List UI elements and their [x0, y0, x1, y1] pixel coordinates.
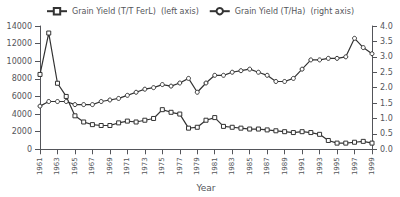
svg-text:1981: 1981: [211, 157, 219, 175]
svg-text:1961: 1961: [36, 157, 44, 175]
svg-text:1979: 1979: [193, 157, 201, 175]
svg-text:4000: 4000: [12, 110, 32, 119]
svg-text:1977: 1977: [176, 157, 184, 175]
svg-text:0: 0: [27, 145, 32, 154]
svg-text:Grain Yield (T/T FerL) (left: Grain Yield (T/T FerL) (left axis): [72, 7, 199, 16]
svg-text:1963: 1963: [53, 157, 61, 175]
svg-text:2.5: 2.5: [380, 68, 393, 77]
svg-text:Grain Yield (T/Ha) (right axi: Grain Yield (T/Ha) (right axis): [235, 7, 354, 16]
svg-text:0.0: 0.0: [380, 145, 393, 154]
svg-text:1967: 1967: [88, 157, 96, 175]
svg-text:Year: Year: [195, 183, 215, 193]
svg-text:10000: 10000: [7, 57, 32, 66]
svg-text:2.0: 2.0: [380, 83, 393, 92]
svg-text:3.0: 3.0: [380, 52, 393, 61]
svg-text:1973: 1973: [141, 157, 149, 175]
svg-text:1991: 1991: [298, 157, 306, 175]
svg-text:1983: 1983: [228, 157, 236, 175]
svg-text:1.0: 1.0: [380, 114, 393, 123]
svg-text:12000: 12000: [7, 39, 32, 48]
svg-text:1.5: 1.5: [380, 99, 393, 108]
svg-text:0.5: 0.5: [380, 129, 393, 138]
svg-text:8000: 8000: [12, 74, 32, 83]
svg-text:1971: 1971: [123, 157, 131, 175]
svg-text:1987: 1987: [263, 157, 271, 175]
svg-text:1969: 1969: [106, 157, 114, 175]
svg-text:3.5: 3.5: [380, 37, 393, 46]
svg-text:1985: 1985: [246, 157, 254, 175]
svg-text:1999: 1999: [368, 157, 376, 175]
svg-text:14000: 14000: [7, 22, 32, 31]
svg-text:1965: 1965: [71, 157, 79, 175]
svg-text:2000: 2000: [12, 127, 32, 136]
svg-text:1995: 1995: [333, 157, 341, 175]
svg-text:1989: 1989: [281, 157, 289, 175]
svg-text:1993: 1993: [316, 157, 324, 175]
svg-text:1975: 1975: [158, 157, 166, 175]
svg-text:1997: 1997: [351, 157, 359, 175]
svg-text:4.0: 4.0: [380, 22, 393, 31]
svg-text:6000: 6000: [12, 92, 32, 101]
